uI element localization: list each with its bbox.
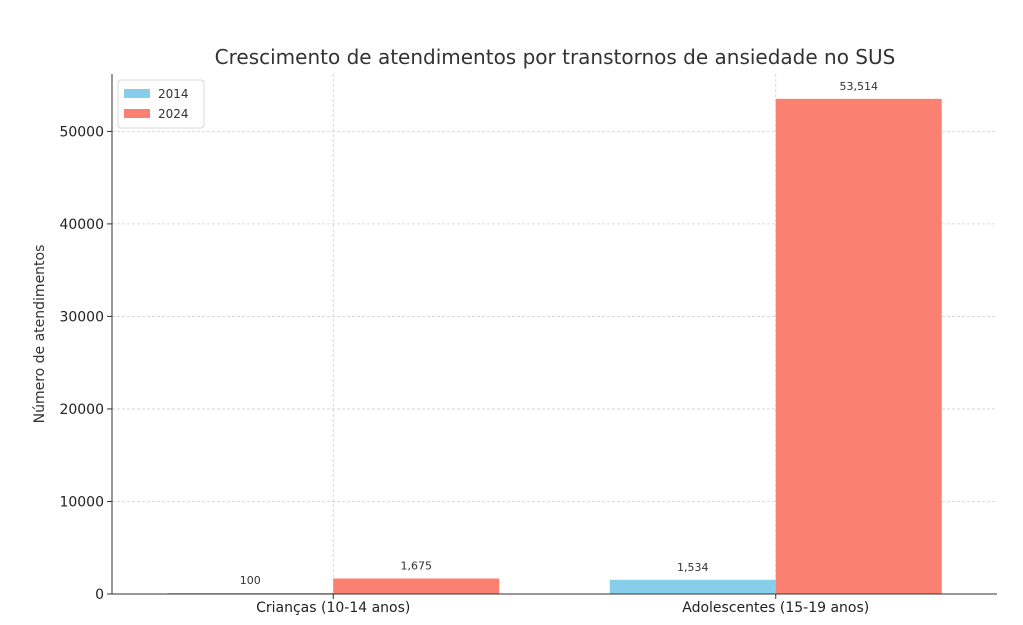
x-tick-label: Crianças (10-14 anos) <box>256 600 410 616</box>
legend-label-2014: 2014 <box>158 87 189 101</box>
x-tick-label: Adolescentes (15-19 anos) <box>682 600 869 616</box>
bar-2014-1 <box>609 579 776 594</box>
legend-label-2024: 2024 <box>158 107 189 121</box>
legend: 2014 2024 <box>117 79 205 129</box>
data-label-2024-0: 1,675 <box>401 560 433 573</box>
data-label-2014-1: 1,534 <box>677 561 709 574</box>
y-tick-label: 30000 <box>59 309 104 325</box>
data-label-2024-1: 53,514 <box>840 80 879 93</box>
y-tick-label: 10000 <box>59 494 104 510</box>
legend-swatch-2024 <box>124 109 150 118</box>
bar-2024-1 <box>775 98 942 595</box>
data-label-2014-0: 100 <box>240 574 261 587</box>
axes-layer: 0 10000 20000 30000 40000 50000 Crianças (10-1… <box>59 74 997 616</box>
y-tick-label: 0 <box>95 587 104 603</box>
y-tick-label: 20000 <box>59 402 104 418</box>
y-axis-label: Número de atendimentos <box>32 245 48 424</box>
chart-title: Crescimento de atendimentos por transtor… <box>215 45 896 69</box>
bars-layer <box>167 98 942 595</box>
legend-swatch-2014 <box>124 89 150 98</box>
y-tick-label: 50000 <box>59 124 104 140</box>
y-tick-label: 40000 <box>59 217 104 233</box>
data-labels-layer: 100 1,534 1,675 53,514 <box>240 80 878 587</box>
bar-2024-0 <box>333 578 500 594</box>
